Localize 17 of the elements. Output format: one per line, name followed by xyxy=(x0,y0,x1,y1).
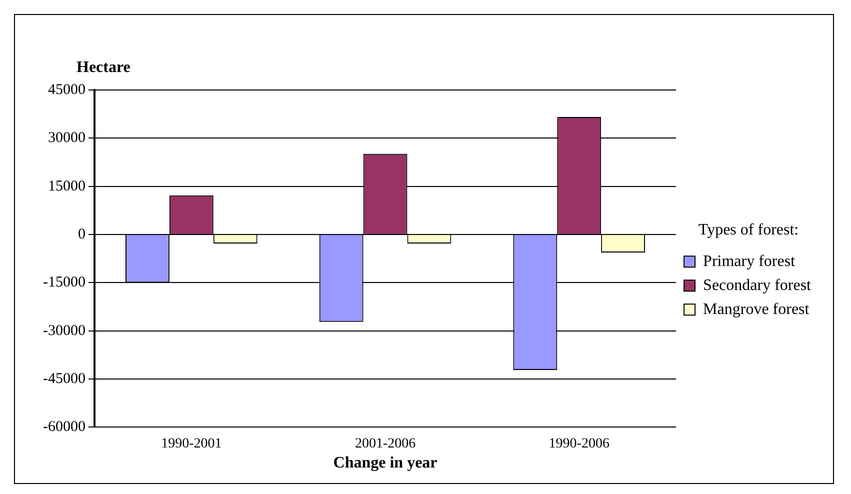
legend-label: Secondary forest xyxy=(703,276,812,294)
legend-label: Primary forest xyxy=(703,252,796,270)
x-tick-label: 1990-2006 xyxy=(548,436,610,452)
y-tick-label: -60000 xyxy=(42,419,86,436)
legend-title: Types of forest: xyxy=(698,222,799,239)
y-tick-label: 45000 xyxy=(48,82,86,98)
y-tick-label: 30000 xyxy=(48,130,86,146)
y-tick-label: -30000 xyxy=(42,322,86,339)
x-tick-label: 1990-2001 xyxy=(161,436,222,452)
legend-label: Mangrove forest xyxy=(703,300,810,318)
y-tick-label: -15000 xyxy=(42,274,86,291)
x-axis-title: Change in year xyxy=(333,454,438,472)
x-tick-label: 2001-2006 xyxy=(354,436,416,452)
y-tick-label: -45000 xyxy=(42,370,86,387)
y-axis-title: Hectare xyxy=(76,59,130,76)
y-tick-label: 0 xyxy=(78,226,86,242)
y-tick-label: 15000 xyxy=(48,178,86,194)
